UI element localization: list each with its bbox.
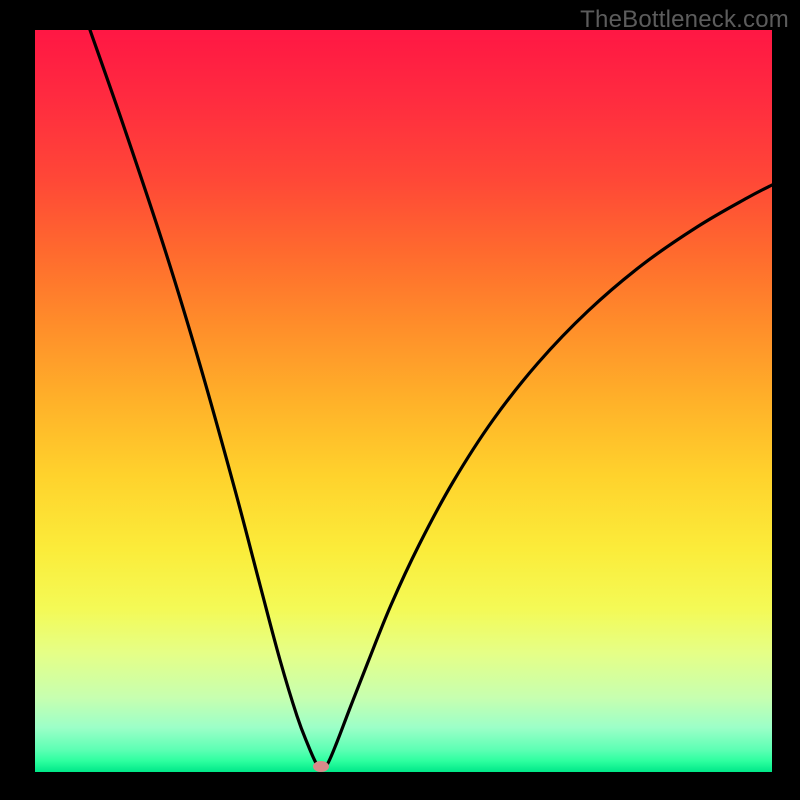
- bottleneck-curve: [35, 30, 772, 772]
- plot-area: [35, 30, 772, 772]
- optimal-point-marker: [313, 761, 329, 772]
- chart-container: TheBottleneck.com: [0, 0, 800, 800]
- watermark-text: TheBottleneck.com: [580, 6, 789, 34]
